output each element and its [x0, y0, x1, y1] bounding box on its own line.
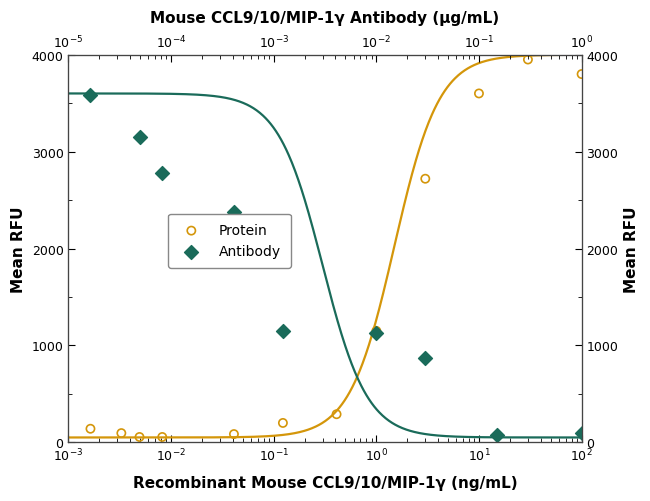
Antibody [85, 92, 96, 100]
Protein [116, 429, 127, 437]
Protein [135, 433, 145, 441]
Protein [278, 419, 288, 427]
Protein [157, 433, 168, 441]
X-axis label: Recombinant Mouse CCL9/10/MIP-1γ (ng/mL): Recombinant Mouse CCL9/10/MIP-1γ (ng/mL) [133, 475, 517, 490]
Protein [577, 71, 587, 79]
Y-axis label: Mean RFU: Mean RFU [624, 206, 639, 292]
Antibody [420, 354, 430, 362]
Antibody [157, 169, 168, 177]
Protein [229, 430, 239, 438]
Protein [85, 425, 96, 433]
Antibody [577, 429, 587, 437]
Protein [474, 90, 484, 98]
Protein [523, 57, 533, 65]
Antibody [371, 329, 382, 337]
Protein [420, 175, 430, 183]
Antibody [492, 431, 502, 439]
X-axis label: Mouse CCL9/10/MIP-1γ Antibody (μg/mL): Mouse CCL9/10/MIP-1γ Antibody (μg/mL) [150, 11, 500, 26]
Antibody [278, 327, 288, 335]
Antibody [229, 208, 239, 216]
Antibody [135, 134, 145, 142]
Legend: Protein, Antibody: Protein, Antibody [168, 214, 291, 269]
Protein [371, 327, 382, 335]
Y-axis label: Mean RFU: Mean RFU [11, 206, 26, 292]
Protein [332, 410, 342, 418]
